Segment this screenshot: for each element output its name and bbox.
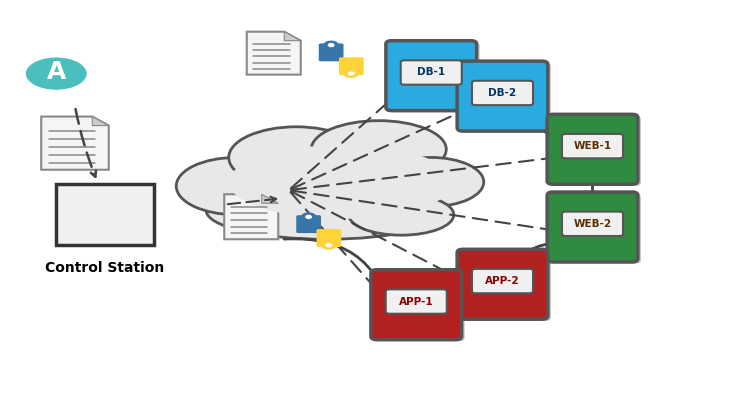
Text: WEB-2: WEB-2 — [574, 219, 611, 229]
Text: A: A — [46, 60, 66, 84]
FancyBboxPatch shape — [472, 81, 533, 105]
Circle shape — [344, 70, 358, 77]
Circle shape — [306, 216, 311, 218]
FancyBboxPatch shape — [547, 115, 638, 184]
Circle shape — [322, 241, 336, 249]
Text: WEB-1: WEB-1 — [574, 141, 611, 151]
Circle shape — [324, 41, 338, 49]
FancyBboxPatch shape — [562, 211, 623, 236]
Polygon shape — [92, 117, 109, 126]
Circle shape — [302, 213, 316, 221]
FancyBboxPatch shape — [388, 43, 480, 112]
FancyBboxPatch shape — [374, 272, 465, 341]
FancyBboxPatch shape — [460, 251, 550, 321]
FancyBboxPatch shape — [296, 215, 321, 233]
Ellipse shape — [206, 182, 446, 239]
FancyBboxPatch shape — [562, 134, 623, 158]
FancyBboxPatch shape — [458, 61, 548, 131]
Circle shape — [326, 244, 332, 247]
FancyBboxPatch shape — [472, 269, 533, 293]
Polygon shape — [284, 32, 301, 41]
FancyBboxPatch shape — [460, 63, 550, 133]
Polygon shape — [224, 194, 278, 239]
Text: DB-2: DB-2 — [488, 88, 517, 98]
Ellipse shape — [229, 127, 364, 188]
FancyBboxPatch shape — [458, 249, 548, 319]
FancyBboxPatch shape — [547, 192, 638, 262]
FancyBboxPatch shape — [386, 41, 477, 110]
Ellipse shape — [229, 145, 454, 219]
Ellipse shape — [311, 121, 446, 178]
Text: Control Station: Control Station — [46, 261, 165, 275]
Circle shape — [328, 44, 334, 47]
Polygon shape — [247, 32, 301, 74]
Ellipse shape — [176, 157, 296, 215]
Text: APP-2: APP-2 — [485, 276, 520, 286]
Circle shape — [349, 72, 354, 75]
FancyBboxPatch shape — [316, 229, 341, 247]
Ellipse shape — [349, 194, 454, 235]
Polygon shape — [41, 117, 109, 170]
Polygon shape — [262, 194, 278, 203]
Text: APP-1: APP-1 — [399, 297, 433, 306]
Circle shape — [25, 56, 88, 91]
FancyBboxPatch shape — [56, 184, 154, 245]
FancyBboxPatch shape — [550, 194, 640, 264]
FancyBboxPatch shape — [319, 43, 344, 61]
FancyBboxPatch shape — [400, 60, 462, 85]
FancyBboxPatch shape — [386, 289, 447, 314]
FancyBboxPatch shape — [339, 57, 364, 75]
Ellipse shape — [379, 157, 484, 207]
FancyBboxPatch shape — [371, 270, 462, 339]
FancyBboxPatch shape — [550, 116, 640, 186]
Text: DB-1: DB-1 — [417, 67, 446, 77]
